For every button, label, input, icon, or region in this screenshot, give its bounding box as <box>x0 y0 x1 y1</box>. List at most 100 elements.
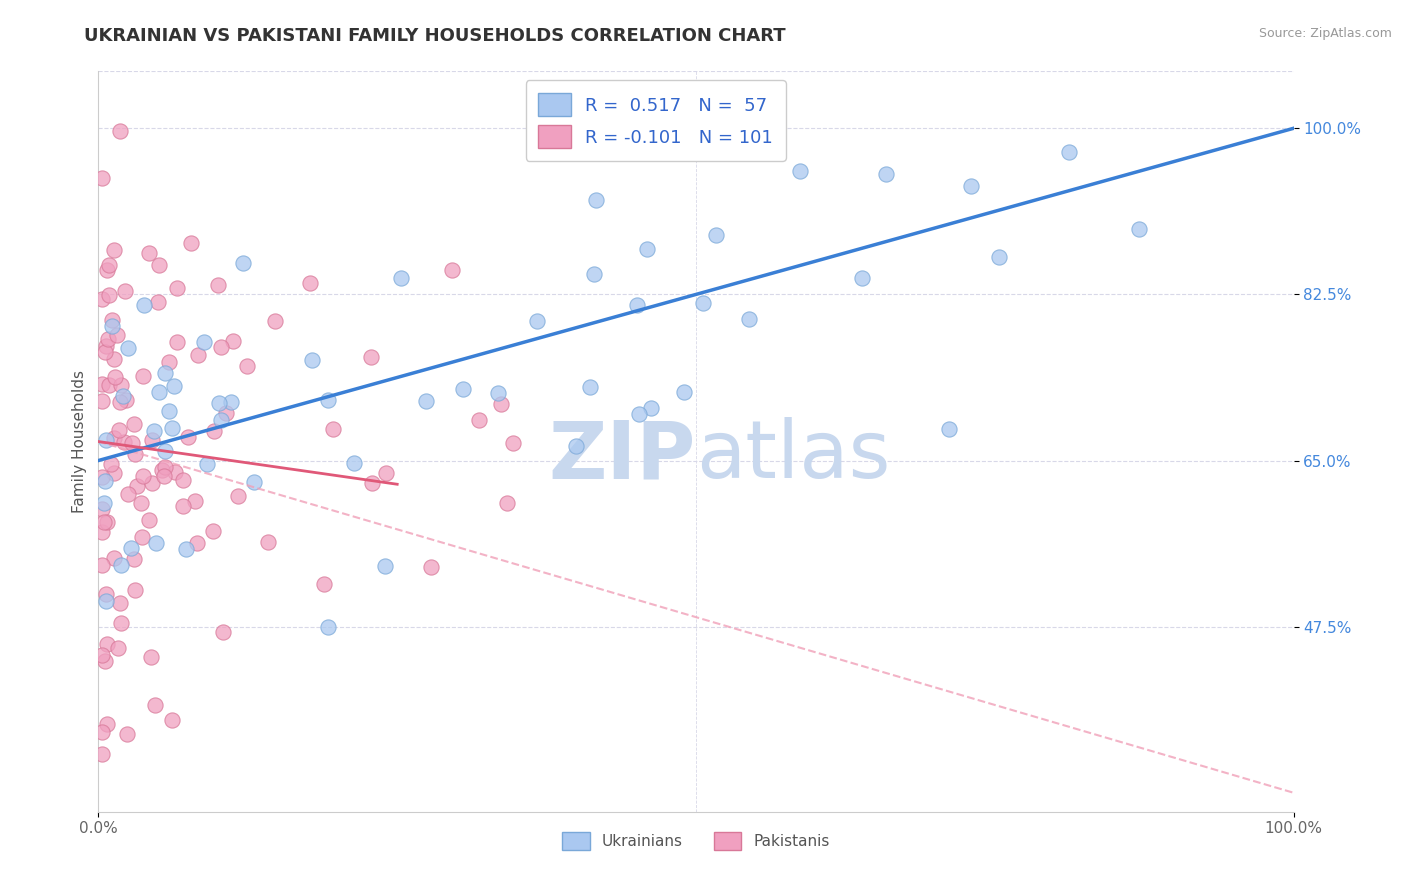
Point <box>938 422 960 436</box>
Point <box>187 348 209 362</box>
Point <box>148 258 170 272</box>
Point <box>415 394 437 409</box>
Point <box>91 648 114 662</box>
Point <box>585 193 607 207</box>
Point <box>100 457 122 471</box>
Point <box>212 625 235 640</box>
Point <box>172 473 194 487</box>
Point <box>91 393 114 408</box>
Point <box>235 359 257 373</box>
Point <box>103 467 125 481</box>
Point <box>243 475 266 490</box>
Point <box>183 493 205 508</box>
Point <box>299 276 322 290</box>
Point <box>145 698 167 713</box>
Point <box>360 350 382 364</box>
Point <box>202 524 225 538</box>
Point <box>666 128 689 143</box>
Point <box>583 268 606 282</box>
Point <box>565 439 588 453</box>
Point <box>186 535 208 549</box>
Point <box>153 366 176 380</box>
Point <box>148 384 170 399</box>
Point <box>209 340 232 354</box>
Point <box>172 500 194 514</box>
Point <box>640 401 662 415</box>
Point <box>207 277 229 292</box>
Point <box>94 594 117 608</box>
Point <box>108 124 131 138</box>
Point <box>193 335 215 350</box>
Point <box>91 725 114 739</box>
Point <box>97 377 120 392</box>
Point <box>138 246 160 260</box>
Point <box>141 433 163 447</box>
Point <box>91 293 114 307</box>
Point <box>166 281 188 295</box>
Point <box>125 479 148 493</box>
Point <box>120 541 142 555</box>
Point <box>162 713 184 727</box>
Point <box>121 436 143 450</box>
Point <box>97 288 120 302</box>
Point <box>374 559 396 574</box>
Point <box>673 385 696 400</box>
Point <box>312 576 335 591</box>
Point <box>146 294 169 309</box>
Text: Source: ZipAtlas.com: Source: ZipAtlas.com <box>1258 27 1392 40</box>
Point <box>578 380 600 394</box>
Point <box>94 655 117 669</box>
Text: UKRAINIAN VS PAKISTANI FAMILY HOUSEHOLDS CORRELATION CHART: UKRAINIAN VS PAKISTANI FAMILY HOUSEHOLDS… <box>84 27 786 45</box>
Point <box>526 314 548 328</box>
Point <box>100 313 122 327</box>
Point <box>264 314 287 328</box>
Point <box>93 515 115 529</box>
Point <box>214 406 236 420</box>
Point <box>626 298 648 312</box>
Point <box>97 332 120 346</box>
Point <box>94 587 117 601</box>
Point <box>93 495 115 509</box>
Point <box>153 443 176 458</box>
Point <box>162 421 184 435</box>
Point <box>316 393 339 408</box>
Point <box>103 550 125 565</box>
Point <box>96 717 118 731</box>
Point <box>112 434 135 449</box>
Point <box>108 596 131 610</box>
Point <box>152 469 174 483</box>
Point <box>122 417 145 432</box>
Point <box>195 457 218 471</box>
Point <box>96 637 118 651</box>
Point <box>101 318 124 333</box>
Y-axis label: Family Households: Family Households <box>72 370 87 513</box>
Point <box>103 351 125 366</box>
Point <box>232 255 254 269</box>
Point <box>316 620 339 634</box>
Point <box>112 389 135 403</box>
Point <box>692 295 714 310</box>
Point <box>502 436 524 450</box>
Point <box>142 424 165 438</box>
Point <box>138 513 160 527</box>
Point <box>738 312 761 326</box>
Point <box>389 270 412 285</box>
Point <box>420 560 443 574</box>
Point <box>157 403 180 417</box>
Point <box>157 354 180 368</box>
Point <box>706 227 728 242</box>
Point <box>124 582 146 597</box>
Point <box>98 258 121 272</box>
Point <box>110 377 132 392</box>
Point <box>91 170 114 185</box>
Point <box>202 424 225 438</box>
Point <box>222 334 245 348</box>
Point <box>453 382 475 396</box>
Point <box>360 475 382 490</box>
Point <box>93 345 115 359</box>
Point <box>1128 221 1150 235</box>
Point <box>110 558 132 572</box>
Point <box>134 298 156 312</box>
Text: atlas: atlas <box>696 417 890 495</box>
Point <box>174 542 197 557</box>
